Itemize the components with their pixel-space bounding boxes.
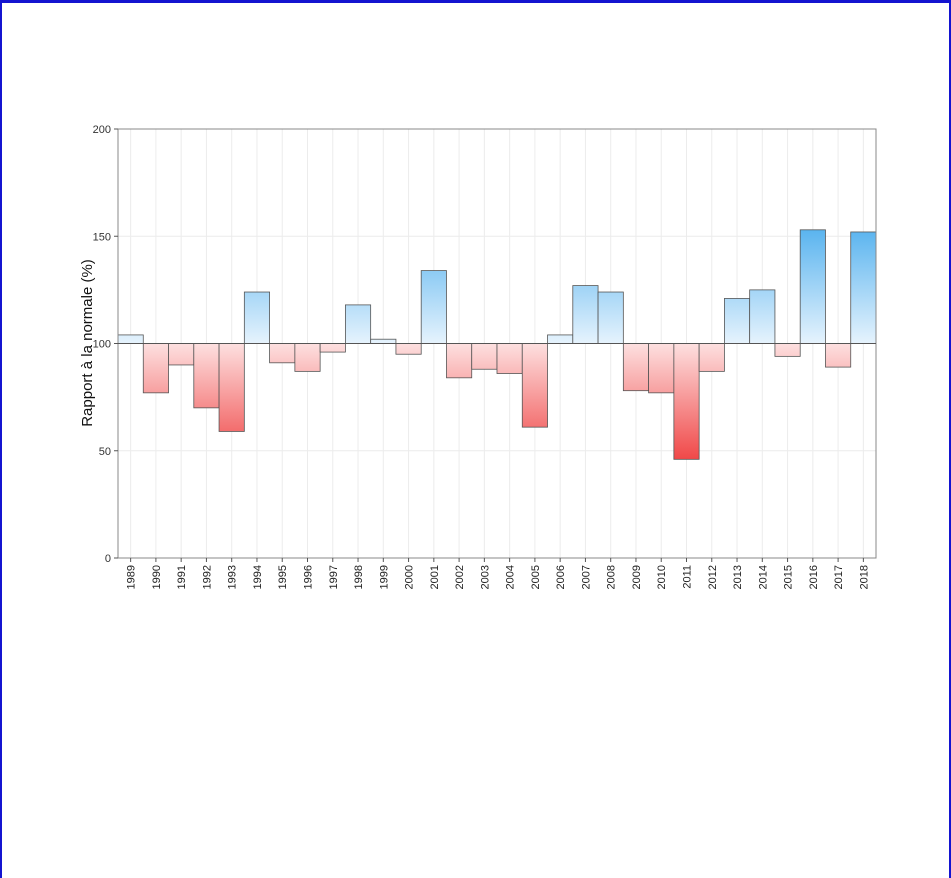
labels-group: 0 50 100 150 200 1989 1990 1991 1992 1993 1994 1995…	[93, 124, 871, 589]
bar-1997	[319, 343, 346, 353]
y-tick-label: 150	[93, 231, 111, 243]
bar-2004	[496, 343, 523, 374]
bar-1992	[193, 343, 220, 409]
x-tick-label: 2012	[707, 565, 719, 589]
x-tick-label: 2015	[783, 565, 795, 589]
y-tick-label: 0	[105, 553, 111, 565]
x-tick-label: 1996	[303, 565, 315, 589]
bar-2012	[698, 343, 725, 372]
bar-2009	[622, 343, 649, 392]
y-tick-label: 100	[93, 339, 111, 351]
bar-1998	[344, 304, 372, 344]
x-tick-label: 1992	[201, 565, 213, 589]
x-tick-label: 2010	[656, 565, 668, 589]
x-tick-label: 2001	[429, 565, 441, 589]
x-tick-label: 1991	[176, 565, 188, 589]
x-tick-label: 2011	[682, 565, 694, 589]
bar-2001	[420, 270, 447, 344]
bar-2013	[724, 298, 751, 344]
bar-1995	[269, 343, 296, 364]
x-tick-label: 2003	[479, 565, 491, 589]
bar-2010	[648, 343, 675, 394]
bar-2018	[850, 231, 877, 344]
x-tick-label: 1994	[252, 565, 264, 589]
bar-2011	[673, 343, 700, 460]
bar-2003	[471, 343, 498, 370]
bar-2014	[749, 289, 776, 344]
bar-1996	[294, 343, 321, 372]
bar-2015	[774, 343, 801, 357]
x-tick-label: 2016	[808, 565, 820, 589]
bars-group	[117, 229, 877, 460]
x-tick-label: 1998	[353, 565, 365, 589]
x-tick-label: 1995	[277, 565, 289, 589]
bar-2007	[572, 285, 599, 344]
x-tick-label: 2005	[530, 565, 542, 589]
x-tick-label: 2017	[833, 565, 845, 589]
x-tick-label: 1989	[126, 565, 138, 589]
x-tick-label: 2004	[505, 565, 517, 589]
y-axis-title: Rapport à la normale (%)	[79, 259, 96, 427]
x-tick-label: 1990	[151, 565, 163, 589]
bar-1990	[142, 343, 169, 394]
bar-1999	[370, 338, 397, 344]
y-tick-label: 200	[93, 124, 111, 136]
x-tick-label: 2013	[732, 565, 744, 589]
x-tick-label: 1997	[328, 565, 340, 589]
x-tick-label: 2018	[858, 565, 870, 589]
x-tick-label: 2008	[606, 565, 618, 589]
bar-1989	[117, 334, 144, 344]
x-tick-label: 1999	[378, 565, 390, 589]
axes-group	[114, 128, 877, 562]
bar-2008	[597, 291, 624, 344]
bar-2005	[521, 343, 548, 428]
y-tick-label: 50	[99, 446, 111, 458]
bar-2016	[799, 229, 826, 344]
x-tick-label: 1993	[227, 565, 239, 589]
bar-2006	[547, 334, 574, 344]
bar-2002	[446, 343, 473, 379]
x-tick-label: 2006	[555, 565, 567, 589]
x-tick-label: 2009	[631, 565, 643, 589]
bar-2000	[395, 343, 422, 355]
x-tick-label: 2014	[757, 565, 769, 589]
x-tick-label: 2007	[580, 565, 592, 589]
bar-2017	[825, 343, 852, 368]
bar-1991	[168, 343, 195, 366]
x-tick-label: 2002	[454, 565, 466, 589]
bar-1993	[218, 343, 245, 432]
x-tick-label: 2000	[404, 565, 416, 589]
bar-1994	[243, 291, 270, 344]
